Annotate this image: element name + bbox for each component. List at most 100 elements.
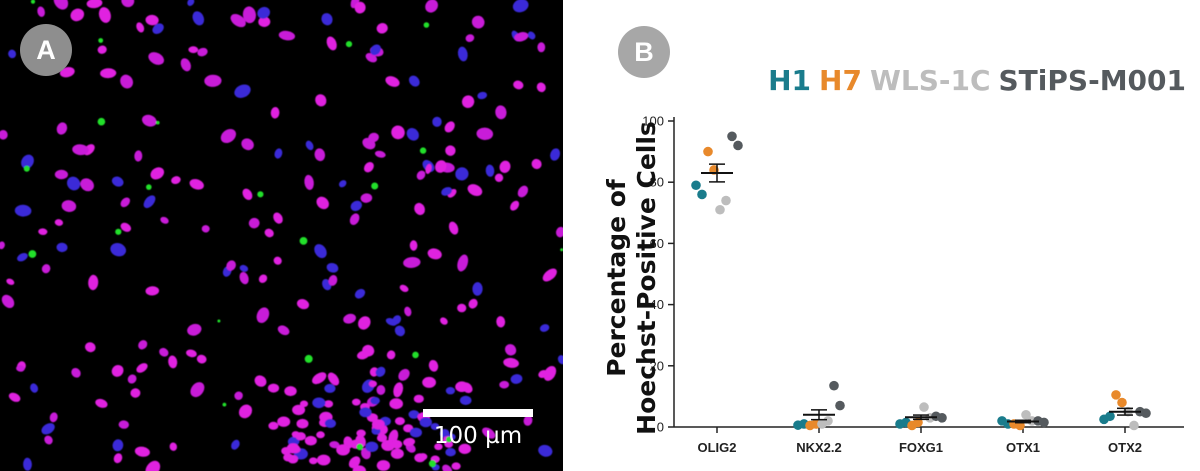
y-axis-title-line: Hoechst-Positive Cells (632, 121, 661, 435)
olig2-signal (156, 120, 160, 125)
cell-nucleus (0, 241, 5, 250)
cell-nucleus (393, 382, 404, 398)
olig2-signal (222, 402, 227, 407)
cell-nucleus (270, 107, 280, 119)
cell-nucleus (53, 0, 69, 10)
cell-nucleus (296, 299, 310, 310)
cell-nucleus (324, 383, 336, 393)
cell-nucleus (6, 278, 15, 285)
cell-nucleus (41, 423, 55, 435)
cell-nucleus (188, 46, 199, 54)
cell-nucleus (496, 316, 506, 328)
cell-nucleus (97, 45, 107, 54)
cell-nucleus (399, 284, 409, 293)
olig2-signal (412, 351, 419, 359)
cell-nucleus (273, 256, 282, 265)
cell-nucleus (349, 213, 360, 225)
cell-nucleus (445, 145, 456, 156)
cell-nucleus (190, 382, 205, 398)
data-point (1111, 390, 1121, 400)
cell-nucleus (328, 274, 338, 286)
cell-nucleus (448, 221, 459, 235)
cell-nucleus (305, 140, 314, 151)
cell-nucleus (41, 264, 51, 274)
cell-nucleus (338, 180, 347, 188)
cell-nucleus (327, 372, 340, 386)
data-point (919, 402, 929, 412)
cell-nucleus (292, 404, 306, 416)
cell-nucleus (376, 433, 388, 443)
cell-nucleus (531, 158, 542, 170)
cell-nucleus (38, 228, 48, 236)
x-tick-label: NKX2.2 (796, 440, 842, 455)
cell-nucleus (110, 243, 127, 257)
cell-nucleus (121, 0, 135, 8)
cell-nucleus (482, 427, 496, 439)
cell-nucleus (127, 374, 137, 384)
cell-nucleus (66, 176, 81, 191)
cell-nucleus (363, 162, 374, 173)
cell-nucleus (358, 316, 371, 330)
cell-nucleus (321, 13, 333, 26)
cell-nucleus (394, 417, 405, 426)
cell-nucleus (394, 325, 405, 337)
cell-nucleus (352, 398, 361, 406)
cell-nucleus (316, 454, 331, 466)
cell-nucleus (343, 313, 356, 324)
cell-nucleus (8, 49, 17, 59)
olig2-signal (115, 228, 122, 235)
cell-nucleus (550, 148, 561, 161)
legend-entry-h7: H7 (819, 64, 862, 97)
cell-nucleus (14, 204, 32, 217)
cell-nucleus (391, 125, 405, 140)
olig2-signal (23, 165, 30, 172)
cell-nucleus (111, 364, 124, 377)
cell-nucleus (414, 202, 425, 216)
cell-nucleus (141, 114, 157, 127)
cell-nucleus (472, 282, 483, 296)
cell-nucleus (44, 435, 53, 445)
cell-nucleus (254, 375, 267, 387)
cell-nucleus (230, 14, 246, 28)
cell-nucleus (413, 394, 424, 403)
cell-nucleus (523, 415, 533, 426)
data-point (823, 416, 833, 426)
fluorescence-micrograph (0, 0, 563, 471)
cell-nucleus (71, 367, 81, 378)
cell-nucleus (273, 212, 283, 224)
data-point (937, 413, 947, 423)
cell-nucleus (503, 357, 519, 368)
data-point (727, 131, 737, 142)
olig2-signal (299, 237, 308, 245)
cell-nucleus (457, 303, 467, 313)
data-point (1129, 420, 1139, 431)
cell-nucleus (408, 75, 420, 87)
cell-nucleus (268, 421, 279, 430)
cell-nucleus (258, 274, 268, 283)
data-point (1117, 397, 1127, 408)
cell-nucleus (16, 365, 25, 372)
cell-nucleus (427, 248, 442, 260)
cell-nucleus (354, 288, 366, 299)
cell-nucleus (296, 418, 309, 429)
cell-nucleus (239, 264, 249, 272)
cell-nucleus (59, 67, 75, 78)
cell-nucleus (88, 274, 99, 291)
cell-nucleus (0, 130, 8, 140)
cell-nucleus (471, 15, 485, 29)
data-point (721, 195, 731, 206)
olig2-signal (446, 436, 452, 443)
cell-nucleus (277, 325, 290, 336)
cell-nucleus (112, 439, 124, 452)
cell-nucleus (539, 324, 550, 332)
cell-nucleus (241, 138, 254, 151)
cell-nucleus (428, 359, 439, 372)
cell-nucleus (440, 317, 448, 325)
cell-nucleus (329, 441, 340, 449)
y-tick-label: 80 (650, 175, 664, 190)
cell-nucleus (54, 169, 68, 180)
cell-nucleus (160, 216, 169, 224)
cell-nucleus (442, 464, 453, 471)
olig2-signal (98, 38, 104, 43)
y-tick-label: 0 (657, 420, 664, 435)
